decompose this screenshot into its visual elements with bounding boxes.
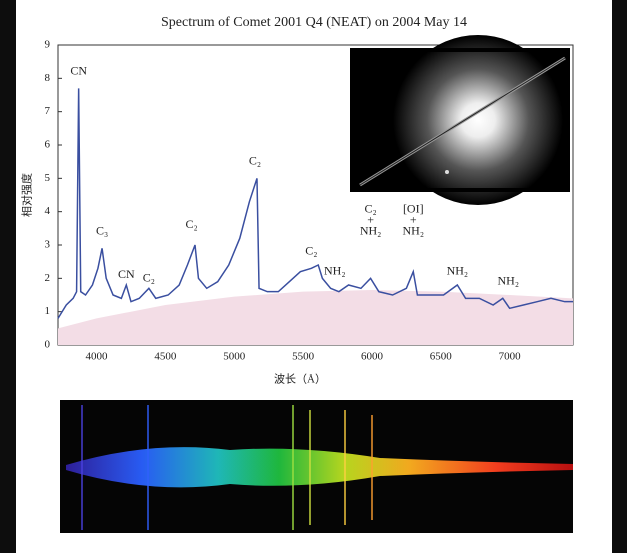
y-tick-label: 4 (45, 205, 51, 217)
annotation: C₂ (185, 217, 197, 231)
annotation: C₂ (143, 270, 155, 284)
continuum-area (58, 290, 573, 345)
y-tick-label: 3 (45, 239, 51, 251)
chart-title: Spectrum of Comet 2001 Q4 (NEAT) on 2004… (161, 15, 467, 30)
annotation: [OI] + NH₂ (403, 201, 425, 237)
inset-image (350, 35, 570, 205)
annotation-line: CN (118, 267, 135, 281)
y-tick-label: 1 (45, 305, 51, 317)
annotation-line: NH₂ (360, 223, 382, 237)
y-tick-label: 6 (45, 139, 51, 151)
annotation: CN (70, 63, 87, 77)
annotation-line: NH₂ (447, 263, 469, 277)
y-tick-label: 5 (45, 172, 51, 184)
annotation-line: C₂ (249, 153, 261, 167)
annotation-line: C₃ (96, 223, 108, 237)
x-tick-label: 4000 (86, 351, 109, 363)
annotation-line: C₂ (364, 201, 376, 215)
annotation-line: C₂ (305, 243, 317, 257)
annotation-line: NH₂ (403, 223, 425, 237)
annotation: C₃ (96, 223, 108, 237)
y-tick-label: 9 (45, 39, 51, 51)
plot: 0 1 2 3 4 5 6 7 8 9 4000 4500 5000 5500 6000 6500 7000 CN… (45, 39, 573, 363)
annotation-line: C₂ (185, 217, 197, 231)
annotation: CN (118, 267, 135, 281)
annotation: NH₂ (498, 273, 520, 287)
y-tick-label: 0 (45, 339, 51, 351)
y-tick-label: 7 (45, 105, 51, 117)
y-tick-label: 8 (45, 72, 51, 84)
x-tick-label: 6500 (430, 351, 453, 363)
annotation-line: + (410, 212, 417, 226)
annotation-line: [OI] (403, 201, 424, 215)
annotation: NH₂ (447, 263, 469, 277)
x-tick-label: 5000 (223, 351, 246, 363)
spectrum-strip (60, 400, 573, 533)
annotation: NH₂ (324, 263, 346, 277)
annotation-line: NH₂ (498, 273, 520, 287)
spectrum-line (57, 88, 573, 319)
x-axis-label: 波长（Å） (274, 373, 326, 386)
x-tick-label: 7000 (499, 351, 522, 363)
annotation: C₂ (249, 153, 261, 167)
x-tick-label: 6000 (361, 351, 384, 363)
annotation-line: NH₂ (324, 263, 346, 277)
annotation: C₂ + NH₂ (360, 201, 382, 237)
annotation-line: + (367, 212, 374, 226)
annotation-line: CN (70, 63, 87, 77)
x-tick-label: 5500 (292, 351, 315, 363)
annotation-line: C₂ (143, 270, 155, 284)
y-axis-label: 相对强度 (20, 173, 34, 217)
x-tick-label: 4500 (154, 351, 177, 363)
annotation: C₂ (305, 243, 317, 257)
y-tick-label: 2 (45, 272, 51, 284)
